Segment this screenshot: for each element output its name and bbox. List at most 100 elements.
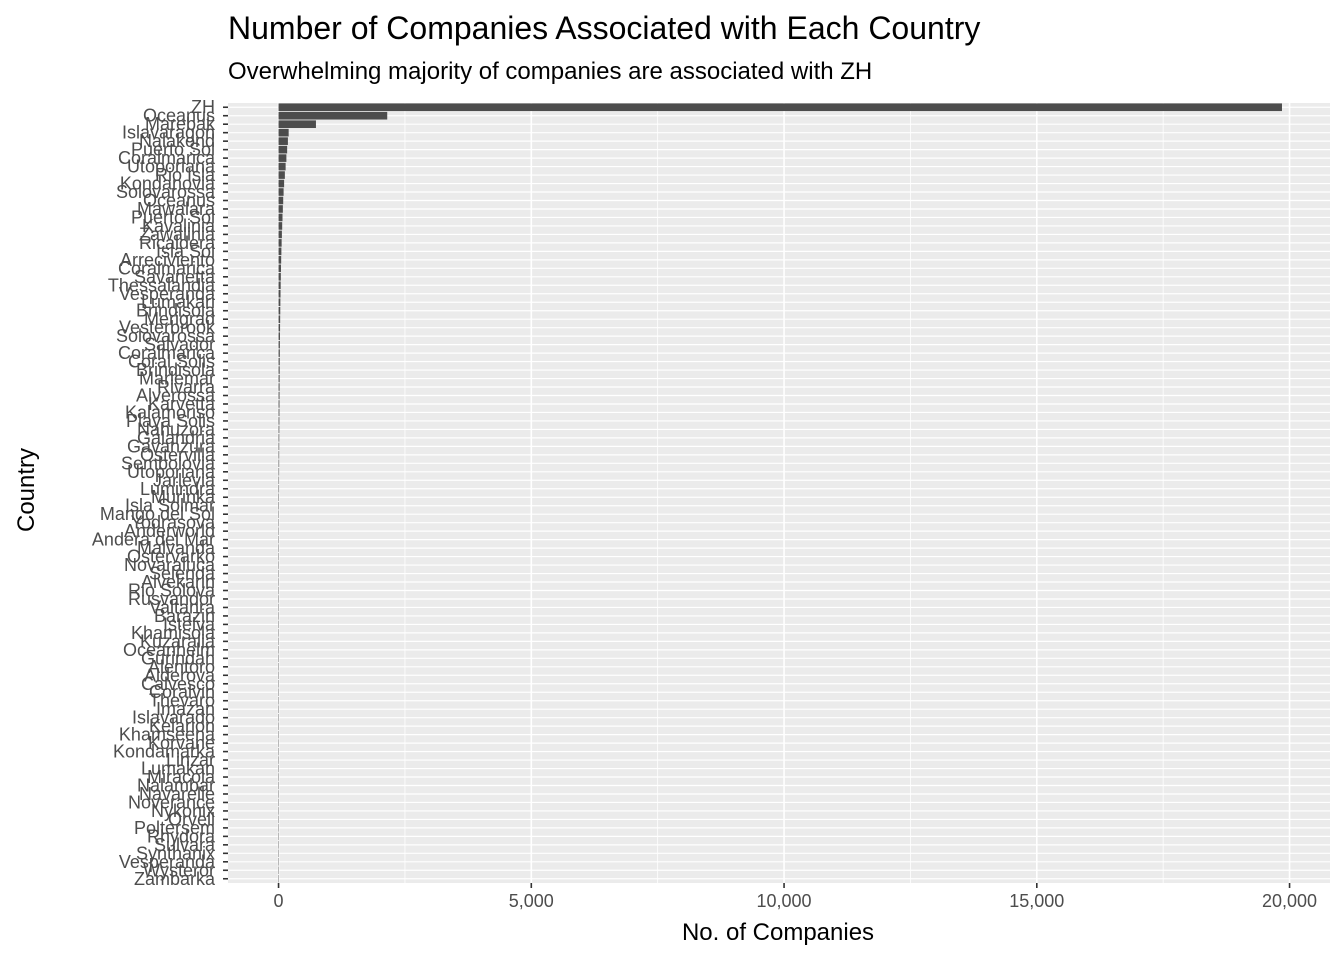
bar [278, 162, 286, 171]
x-tick-label: 10,000 [757, 891, 812, 911]
bar [278, 459, 280, 468]
bar [278, 111, 388, 120]
bar [278, 357, 280, 366]
y-tick-label: Mawalara [137, 199, 216, 219]
bar [278, 230, 282, 239]
bar [278, 374, 280, 383]
y-tick-label: Vesperanda [119, 284, 216, 304]
y-tick-label: Rio Isla [155, 165, 216, 185]
y-tick-label: Brindisola [136, 360, 216, 380]
y-tick-label: Zambarka [134, 869, 216, 889]
y-tick-label: Utoporiana [127, 462, 216, 482]
bar [278, 213, 283, 222]
grid-lines [228, 103, 1330, 883]
y-tick-label: Andera del Mar [92, 530, 215, 550]
y-tick-label: Coralmarica [118, 258, 216, 278]
y-tick-label: Linzar [166, 750, 215, 770]
bar [278, 171, 285, 179]
y-tick-label: Lumakan [141, 759, 215, 779]
bar [278, 256, 282, 264]
y-tick-label: Thevaro [149, 691, 215, 711]
y-tick-label: Ostervarko [127, 547, 215, 567]
y-tick-label: Kondanovia [120, 174, 216, 194]
bar [278, 205, 283, 213]
y-tick-label: Thessalandia [108, 275, 216, 295]
y-tick-label: Utoporiana [127, 157, 216, 177]
y-tick-label: Isla Solmar [125, 496, 215, 516]
bar [278, 476, 280, 485]
x-axis-title: No. of Companies [682, 919, 874, 946]
bar [278, 425, 280, 434]
bar [278, 145, 288, 154]
y-tick-label: Alvekarin [141, 572, 215, 592]
y-tick-label: Nykonix [151, 801, 215, 821]
y-tick-label: Coralmarica [118, 343, 216, 363]
y-tick-label: Savanetta [134, 267, 216, 287]
bars [278, 103, 1282, 883]
x-tick-label: 20,000 [1262, 891, 1317, 911]
y-tick-label: Kondamarka [113, 742, 216, 762]
y-tick-label: Merigrad [144, 309, 215, 329]
y-tick-label: Zawalinia [139, 224, 216, 244]
bar [278, 120, 316, 129]
y-tick-label: Synthanix [136, 843, 215, 863]
bar [278, 332, 280, 340]
bar [278, 484, 280, 493]
y-tick-label: Novaraluca [124, 555, 216, 575]
y-tick-label: Puerto Sol [131, 207, 215, 227]
y-tick-label: Alentoro [148, 657, 215, 677]
bar [278, 383, 280, 391]
y-tick-label: Anderworld [124, 521, 215, 541]
bar [278, 323, 281, 332]
y-tick-label: Wysteror [143, 860, 215, 880]
y-tick-label: Solovarossa [116, 326, 216, 346]
bar [278, 434, 280, 442]
x-axis-ticks: 0 5,000 10,000 15,000 20,000 [274, 883, 1317, 911]
bar [278, 154, 287, 162]
y-tick-label: Orvell [168, 809, 215, 829]
bar [278, 298, 281, 307]
bar [278, 264, 281, 273]
y-tick-label: Salvador [144, 335, 215, 355]
x-tick-label: 0 [274, 891, 284, 911]
y-tick-label: Noverance [128, 792, 215, 812]
y-tick-label: Oceanus [143, 191, 215, 211]
bar [278, 306, 281, 315]
y-tick-label: Rivarra [157, 377, 216, 397]
y-tick-label: Marebak [145, 114, 216, 134]
y-tick-label: Alverossa [136, 386, 216, 406]
y-tick-label: Puerto Sol [131, 140, 215, 160]
y-tick-label: Coralmarica [118, 148, 216, 168]
bar [278, 442, 280, 451]
y-tick-label: Kuzaralia [140, 631, 216, 651]
y-tick-label: Nalambar [137, 776, 215, 796]
y-tick-label: Galandria [137, 428, 216, 448]
y-tick-label: Isla Sol [156, 241, 215, 261]
bar [278, 222, 283, 230]
bar [278, 128, 289, 137]
bar [278, 239, 282, 247]
bar [278, 467, 280, 476]
y-tick-label: Gavanzura [127, 436, 216, 456]
y-tick-label: Mango del Sol [100, 504, 215, 524]
y-tick-label: Malvanda [137, 538, 216, 558]
plot-panel [228, 103, 1330, 883]
y-tick-label: Kelarion [149, 716, 215, 736]
bar [278, 281, 281, 290]
x-tick-label: 15,000 [1009, 891, 1064, 911]
y-tick-label: Islavarado [132, 708, 215, 728]
y-tick-label: Valtanra [149, 597, 216, 617]
y-tick-label: Sulvara [154, 835, 216, 855]
y-tick-label: Arreciviento [120, 250, 215, 270]
bar [278, 247, 282, 256]
y-tick-label: Coral Solis [128, 352, 215, 372]
y-tick-label: Rhydora [147, 826, 216, 846]
y-axis-title: Country [13, 448, 40, 532]
y-tick-label: Playa Solis [126, 411, 215, 431]
y-tick-label: Vesterbrook [119, 318, 216, 338]
y-tick-label: Alderova [144, 665, 216, 685]
y-tick-label: Navarelle [139, 784, 215, 804]
y-tick-label: Nahuzora [137, 419, 216, 439]
y-tick-label: Calvesco [141, 674, 215, 694]
